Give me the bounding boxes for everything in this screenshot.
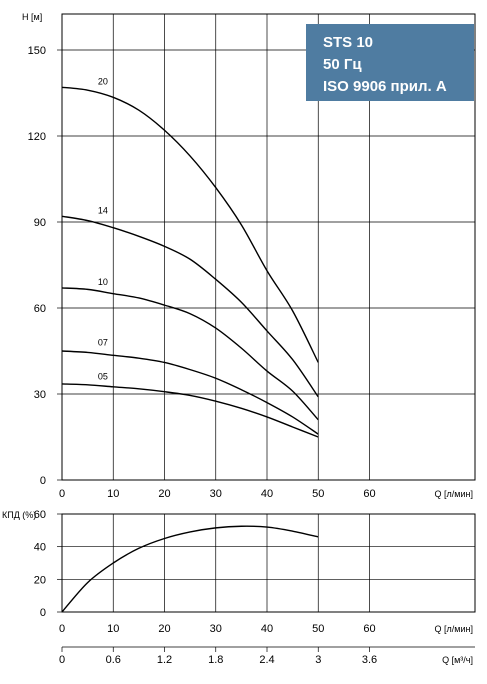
x-tick-label: 10 — [107, 623, 119, 635]
x-tick-label: 30 — [210, 488, 222, 500]
x-tick-label: 0 — [59, 488, 65, 500]
y-axis-label: H [м] — [22, 12, 42, 22]
y-tick-label: 90 — [34, 217, 46, 229]
y-tick-label: 60 — [34, 303, 46, 315]
y-tick-label: 0 — [40, 475, 46, 487]
curve-05 — [61, 383, 319, 438]
curve-efficiency — [61, 525, 319, 613]
x-tick-label: 60 — [363, 488, 375, 500]
y-tick-label: 30 — [34, 389, 46, 401]
x-axis-label: Q [л/мин] — [435, 624, 473, 634]
secondary-tick-label: 3.6 — [362, 654, 377, 666]
x-tick-label: 40 — [261, 623, 273, 635]
x-tick-label: 60 — [363, 623, 375, 635]
curve-14 — [61, 215, 319, 398]
secondary-tick-label: 0.6 — [106, 654, 121, 666]
curve-label-20: 20 — [98, 76, 108, 86]
x-tick-label: 10 — [107, 488, 119, 500]
secondary-tick-label: 1.2 — [157, 654, 172, 666]
title-line-1: STS 10 — [323, 34, 373, 51]
y-tick-label: 150 — [28, 45, 46, 57]
curve-07 — [61, 350, 319, 435]
x-tick-label: 40 — [261, 488, 273, 500]
y-tick-label: 40 — [34, 542, 46, 554]
title-box-background — [306, 24, 474, 101]
x-tick-label: 50 — [312, 488, 324, 500]
plot-frame — [61, 513, 476, 613]
curve-label-10: 10 — [98, 277, 108, 287]
x-tick-label: 0 — [59, 623, 65, 635]
title-line-2: 50 Гц — [323, 56, 362, 73]
x-tick-label: 20 — [158, 488, 170, 500]
y-axis-label: КПД (%) — [2, 510, 36, 520]
curve-label-14: 14 — [98, 205, 108, 215]
secondary-tick-label: 2.4 — [259, 654, 274, 666]
x-tick-label: 30 — [210, 623, 222, 635]
secondary-axis-label: Q [м³/ч] — [442, 655, 473, 665]
y-tick-label: 60 — [34, 509, 46, 521]
secondary-tick-label: 0 — [59, 654, 65, 666]
y-tick-label: 0 — [40, 607, 46, 619]
plot-frame — [61, 13, 476, 481]
x-tick-label: 50 — [312, 623, 324, 635]
title-line-3: ISO 9906 прил. A — [323, 78, 447, 95]
y-tick-label: 20 — [34, 574, 46, 586]
curve-20 — [61, 86, 319, 363]
x-axis-label: Q [л/мин] — [435, 489, 473, 499]
curve-10 — [61, 287, 319, 421]
y-tick-label: 120 — [28, 131, 46, 143]
curve-label-07: 07 — [98, 337, 108, 347]
secondary-tick-label: 3 — [315, 654, 321, 666]
title-box: STS 10 50 Гц ISO 9906 прил. A — [306, 24, 474, 101]
secondary-tick-label: 1.8 — [208, 654, 223, 666]
curve-label-05: 05 — [98, 372, 108, 382]
efficiency-chart: 0 10 20 30 40 50 60 0 20 40 60 Q [л/мин] КПД (%) — [2, 509, 476, 635]
secondary-flow-axis: 0 0.6 1.2 1.8 2.4 3 3.6 Q [м³/ч] — [59, 646, 475, 666]
x-tick-label: 20 — [158, 623, 170, 635]
